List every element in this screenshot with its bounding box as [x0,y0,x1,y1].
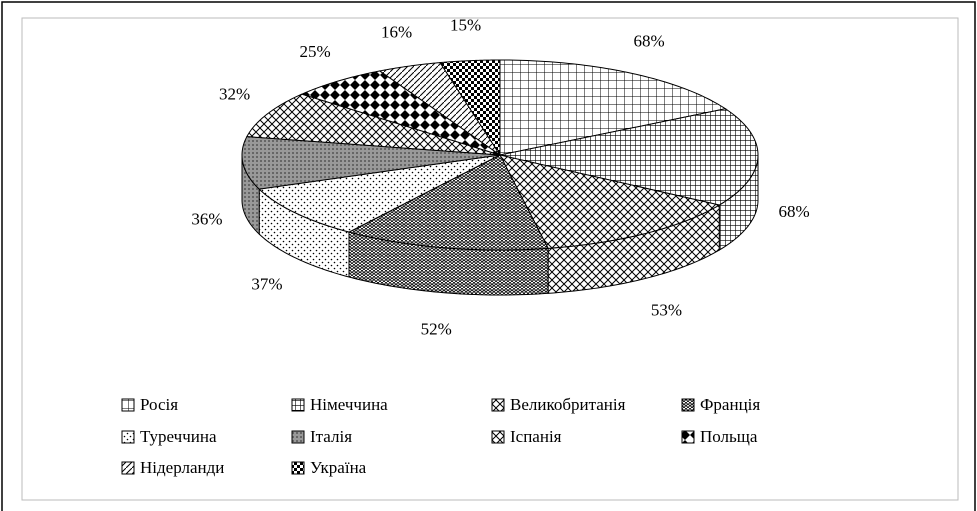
pie-slice [439,59,501,157]
data-label: 37% [251,274,282,293]
plot-frame [21,17,959,501]
legend: Росія Німеччина Великобританія Франція Туреч… [121,395,760,477]
legend-swatch [491,398,505,412]
legend-swatch [291,461,305,475]
legend-swatch [681,430,695,444]
data-label: 52% [421,319,452,338]
data-label: 15% [450,15,481,34]
legend-label: Великобританія [510,395,626,414]
legend-label: Іспанія [510,427,562,446]
data-label: 25% [299,42,330,61]
data-label: 53% [651,301,682,320]
pie-slice [300,70,501,156]
legend-label: Нідерланди [140,458,224,477]
pie-slice [378,62,501,156]
legend-label: Туреччина [140,427,217,446]
legend-label: Росія [140,395,178,414]
pie-slice [499,108,759,206]
data-label: 68% [633,31,664,50]
legend-label: Україна [310,458,367,477]
labels: 68% 68% 53% 52% 37% 36% 32% 25% 16% 15% [191,15,809,338]
legend-label: Польща [700,427,758,446]
legend-swatch [121,430,135,444]
pie-slice [499,59,727,156]
legend-swatch [291,398,305,412]
legend-label: Німеччина [310,395,388,414]
pie-slice [499,154,721,249]
data-label: 68% [778,202,809,221]
pie-slice [347,154,549,251]
pie-slice [241,136,501,190]
legend-swatch [121,398,135,412]
legend-swatch [291,430,305,444]
data-label: 32% [219,85,250,104]
data-label: 16% [381,22,412,41]
legend-label: Франція [700,395,760,414]
legend-swatch [121,461,135,475]
pie-slice [246,93,501,156]
legend-swatch [491,430,505,444]
legend-label: Італія [310,427,352,446]
pie-tops [241,59,759,251]
legend-swatch [681,398,695,412]
pie-slice [258,154,501,233]
data-label: 36% [191,210,222,229]
